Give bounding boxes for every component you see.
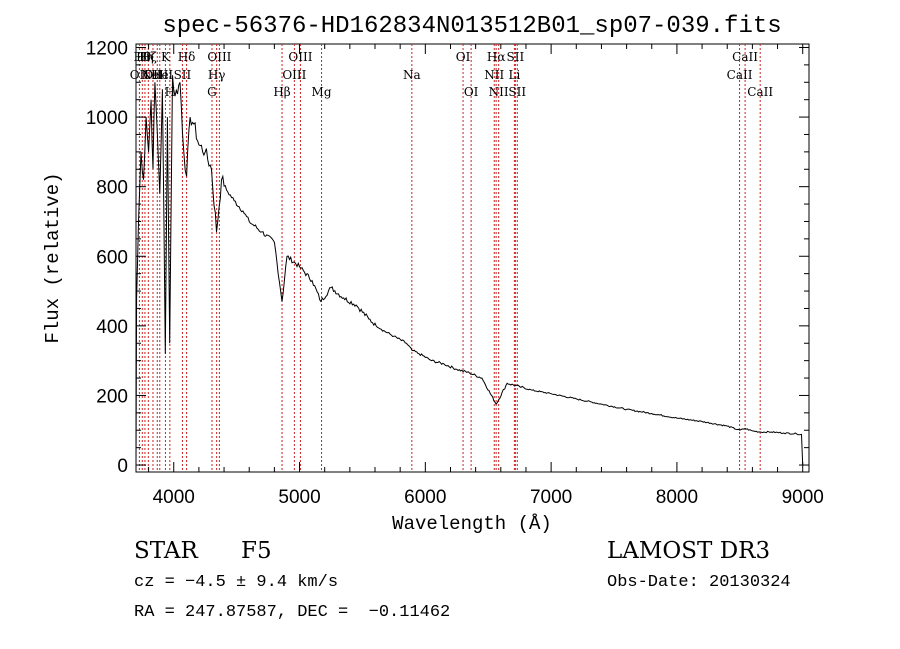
y-axis-ticks: 0 200 400 600 800 1000 1200: [86, 38, 809, 477]
x-tick-label-9000: 9000: [782, 487, 824, 508]
line-marker-label-15: OIII: [282, 68, 306, 82]
line-marker-label-3: Hζ: [140, 50, 157, 64]
x-axis-ticks: 4000 5000 6000 7000 8000 9000: [148, 44, 824, 508]
line-marker-label-20: OI: [464, 85, 479, 99]
line-marker-label-27: CaII: [727, 68, 753, 82]
line-marker-label-0: OII: [130, 68, 150, 82]
line-marker-label-5: NeIII: [141, 68, 173, 82]
line-marker-label-16: OIII: [288, 50, 312, 64]
object-subclass: F5: [241, 538, 272, 564]
y-axis-label: Flux (relative): [42, 172, 64, 343]
line-marker-label-17: Mg: [312, 85, 332, 99]
plot-frame: [135, 43, 810, 473]
line-marker-label-1: Hθ: [133, 50, 151, 64]
line-marker-label-19: OI: [456, 50, 471, 64]
y-tick-label-0: 0: [117, 456, 128, 477]
line-marker-label-23: NII: [489, 85, 509, 99]
chart-title: spec-56376-HD162834N013512B01_sp07-039.f…: [162, 13, 781, 40]
line-marker-label-26: SII: [508, 85, 526, 99]
redshift-cz: cz = −4.5 ± 9.4 km/s: [134, 573, 339, 592]
y-tick-label-1200: 1200: [86, 38, 128, 59]
x-axis-label: Wavelength (Å): [392, 513, 552, 535]
line-marker-label-14: Hβ: [273, 85, 290, 99]
line-marker-label-11: G: [207, 85, 217, 99]
y-tick-label-400: 400: [96, 317, 128, 338]
spectrum-line: [135, 75, 804, 466]
line-marker-label-18: Na: [403, 68, 421, 82]
spectral-line-markers: [138, 44, 761, 472]
line-marker-label-2: Hη: [136, 50, 154, 64]
line-marker-label-28: CaII: [732, 50, 758, 64]
survey-name: LAMOST DR3: [607, 538, 771, 564]
y-tick-label-800: 800: [96, 178, 128, 199]
line-marker-label-21: NII: [484, 68, 504, 82]
line-marker-label-29: CaII: [747, 85, 773, 99]
x-tick-label-7000: 7000: [530, 487, 572, 508]
line-marker-label-24: Li: [508, 68, 520, 82]
line-marker-label-8: H: [165, 85, 175, 99]
object-class: STAR: [134, 538, 198, 564]
observation-date: Obs-Date: 20130324: [607, 573, 791, 592]
line-marker-label-9: SII: [174, 68, 192, 82]
y-tick-label-200: 200: [96, 386, 128, 407]
x-tick-label-6000: 6000: [404, 487, 446, 508]
y-tick-label-600: 600: [96, 247, 128, 268]
line-marker-label-4: OII: [143, 68, 163, 82]
x-tick-label-5000: 5000: [278, 487, 320, 508]
line-marker-label-22: Hα: [487, 50, 506, 64]
line-marker-label-10: Hδ: [178, 50, 196, 64]
x-tick-label-4000: 4000: [153, 487, 195, 508]
coordinates: RA = 247.87587, DEC = −0.11462: [134, 603, 451, 622]
line-marker-label-13: OIII: [207, 50, 231, 64]
line-marker-label-25: SII: [507, 50, 525, 64]
line-marker-label-7: K: [161, 50, 171, 64]
y-tick-label-1000: 1000: [86, 108, 128, 129]
line-marker-label-12: Hγ: [208, 68, 226, 82]
line-marker-label-6: He: [151, 68, 169, 82]
x-tick-label-8000: 8000: [656, 487, 698, 508]
